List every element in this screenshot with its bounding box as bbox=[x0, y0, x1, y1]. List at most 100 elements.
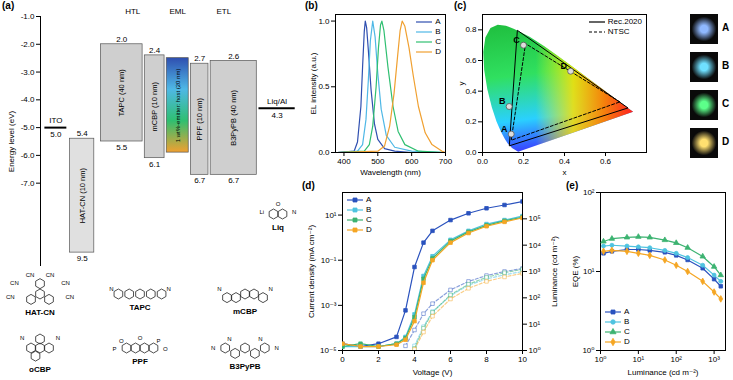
svg-text:N: N bbox=[227, 336, 231, 342]
svg-text:0.2: 0.2 bbox=[518, 157, 530, 166]
svg-text:2: 2 bbox=[376, 355, 381, 364]
svg-text:2.6: 2.6 bbox=[228, 52, 240, 61]
svg-text:0.6: 0.6 bbox=[465, 56, 477, 65]
svg-text:10⁰: 10⁰ bbox=[582, 346, 594, 355]
svg-text:5.4: 5.4 bbox=[77, 129, 89, 138]
svg-text:10²: 10² bbox=[583, 188, 595, 197]
svg-text:700: 700 bbox=[439, 157, 453, 166]
svg-text:Wavelength (nm): Wavelength (nm) bbox=[360, 168, 421, 177]
svg-text:-4.0: -4.0 bbox=[21, 95, 35, 104]
svg-text:10¹: 10¹ bbox=[325, 211, 337, 220]
svg-text:ETL: ETL bbox=[217, 7, 232, 16]
svg-text:0.5: 0.5 bbox=[318, 82, 330, 91]
svg-text:2.7: 2.7 bbox=[194, 54, 206, 63]
svg-text:N: N bbox=[292, 209, 296, 215]
svg-text:CN: CN bbox=[26, 272, 35, 278]
svg-text:0.4: 0.4 bbox=[559, 157, 571, 166]
svg-text:N: N bbox=[275, 345, 279, 351]
svg-text:-1.0: -1.0 bbox=[21, 12, 35, 21]
svg-text:0.2: 0.2 bbox=[465, 117, 477, 126]
svg-text:C: C bbox=[513, 35, 520, 45]
svg-text:ITO: ITO bbox=[49, 116, 62, 125]
svg-text:TAPC (40 nm): TAPC (40 nm) bbox=[117, 69, 126, 117]
svg-text:CN: CN bbox=[46, 272, 55, 278]
svg-text:0: 0 bbox=[340, 355, 345, 364]
svg-text:10⁴: 10⁴ bbox=[529, 241, 542, 250]
svg-text:mCBP: mCBP bbox=[233, 307, 258, 316]
svg-text:4: 4 bbox=[412, 355, 417, 364]
svg-text:Energy level (eV): Energy level (eV) bbox=[7, 110, 16, 172]
svg-text:Voltage (V): Voltage (V) bbox=[413, 368, 453, 377]
svg-text:Liq/Al: Liq/Al bbox=[267, 97, 287, 106]
svg-text:9.5: 9.5 bbox=[77, 254, 89, 263]
svg-text:Luminance (cd m⁻²): Luminance (cd m⁻²) bbox=[628, 368, 699, 377]
svg-text:O: O bbox=[119, 338, 124, 344]
svg-text:10⁻⁵: 10⁻⁵ bbox=[320, 346, 336, 355]
svg-text:Liq: Liq bbox=[272, 223, 284, 232]
svg-text:-2.0: -2.0 bbox=[21, 40, 35, 49]
svg-text:HTL: HTL bbox=[125, 7, 141, 16]
svg-text:Li: Li bbox=[260, 209, 265, 215]
svg-text:-7.0: -7.0 bbox=[21, 179, 35, 188]
svg-text:0.0: 0.0 bbox=[477, 157, 489, 166]
svg-text:4.3: 4.3 bbox=[272, 111, 284, 120]
svg-text:O: O bbox=[276, 201, 281, 207]
svg-text:-6.0: -6.0 bbox=[21, 151, 35, 160]
svg-text:B3PyPB (40 nm): B3PyPB (40 nm) bbox=[229, 89, 238, 145]
svg-text:PPF: PPF bbox=[132, 357, 148, 366]
svg-text:B3PyPB: B3PyPB bbox=[229, 362, 260, 371]
svg-text:N: N bbox=[217, 286, 221, 292]
svg-text:10⁻³: 10⁻³ bbox=[321, 301, 337, 310]
svg-text:N: N bbox=[56, 335, 60, 341]
svg-text:10: 10 bbox=[518, 355, 527, 364]
svg-text:0.0: 0.0 bbox=[465, 148, 477, 157]
svg-text:1 wt%-emitter: host (20 nm): 1 wt%-emitter: host (20 nm) bbox=[175, 69, 181, 143]
svg-text:HAT-CN: HAT-CN bbox=[25, 308, 55, 317]
svg-text:10⁰: 10⁰ bbox=[594, 355, 606, 364]
svg-text:0.4: 0.4 bbox=[465, 87, 477, 96]
svg-text:2.0: 2.0 bbox=[116, 35, 128, 44]
svg-text:10¹: 10¹ bbox=[529, 320, 541, 329]
svg-text:CN: CN bbox=[65, 294, 74, 300]
svg-text:-5.0: -5.0 bbox=[21, 123, 35, 132]
svg-text:400: 400 bbox=[337, 157, 351, 166]
svg-text:10¹: 10¹ bbox=[583, 267, 595, 276]
svg-text:2.4: 2.4 bbox=[149, 46, 161, 55]
svg-text:P: P bbox=[113, 346, 117, 352]
svg-text:y: y bbox=[457, 82, 466, 86]
svg-text:8: 8 bbox=[484, 355, 489, 364]
svg-text:Luminance (cd m⁻²): Luminance (cd m⁻²) bbox=[550, 236, 559, 307]
svg-text:10²: 10² bbox=[529, 293, 541, 302]
svg-text:10³: 10³ bbox=[708, 355, 720, 364]
svg-text:CN: CN bbox=[6, 294, 15, 300]
svg-text:EML: EML bbox=[170, 7, 187, 16]
svg-text:6.7: 6.7 bbox=[194, 176, 206, 185]
svg-text:oCBP: oCBP bbox=[29, 365, 51, 374]
svg-text:N: N bbox=[258, 336, 262, 342]
svg-text:N: N bbox=[166, 286, 170, 292]
svg-text:500: 500 bbox=[371, 157, 385, 166]
svg-text:HAT-CN (10 nm): HAT-CN (10 nm) bbox=[78, 168, 87, 224]
svg-text:1.0: 1.0 bbox=[318, 17, 330, 26]
svg-text:6: 6 bbox=[448, 355, 453, 364]
svg-text:10¹: 10¹ bbox=[633, 355, 645, 364]
svg-text:CN: CN bbox=[61, 280, 70, 286]
svg-text:A: A bbox=[501, 124, 508, 134]
svg-text:O: O bbox=[163, 346, 168, 352]
svg-text:10³: 10³ bbox=[529, 267, 541, 276]
svg-text:10²: 10² bbox=[670, 355, 682, 364]
svg-text:N: N bbox=[20, 335, 24, 341]
svg-text:x: x bbox=[563, 168, 567, 177]
svg-text:0.8: 0.8 bbox=[465, 25, 477, 34]
svg-text:D: D bbox=[560, 61, 567, 71]
svg-text:10⁵: 10⁵ bbox=[529, 214, 541, 223]
svg-text:10⁰: 10⁰ bbox=[529, 346, 541, 355]
svg-text:CN: CN bbox=[10, 280, 19, 286]
svg-text:0.6: 0.6 bbox=[600, 157, 612, 166]
svg-text:EL intensity (a.u.): EL intensity (a.u.) bbox=[309, 52, 318, 114]
svg-text:10⁻¹: 10⁻¹ bbox=[321, 256, 337, 265]
svg-text:TAPC: TAPC bbox=[129, 303, 150, 312]
svg-text:N: N bbox=[211, 345, 215, 351]
svg-text:mCBP (10 nm): mCBP (10 nm) bbox=[150, 82, 159, 132]
svg-text:5.0: 5.0 bbox=[50, 130, 62, 139]
